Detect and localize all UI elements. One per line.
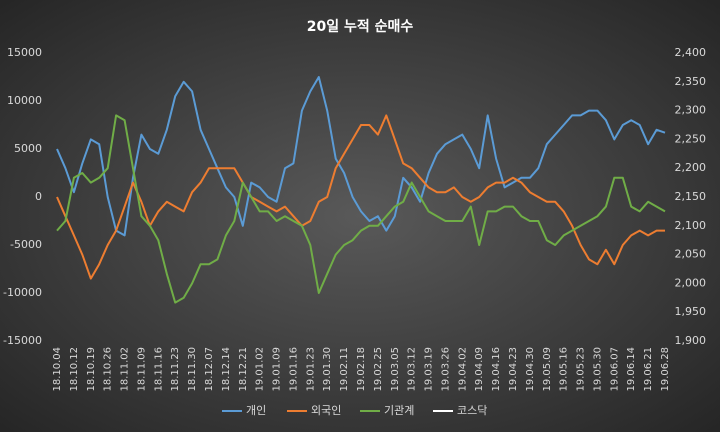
y2-tick-label: 2,250 [675,132,707,145]
y-tick-label: 15000 [7,46,42,59]
x-tick-label: 18.12.07 [204,347,215,392]
x-tick-label: 19.04.30 [525,347,536,392]
series-line [56,76,666,237]
y-tick-label: 0 [35,190,42,203]
x-tick-label: 18.10.26 [103,347,114,392]
y-tick-label: -5000 [10,238,42,251]
y-tick-label: 10000 [7,94,42,107]
x-tick-label: 18.12.21 [238,347,249,392]
legend-label: 개인 [246,404,266,417]
x-tick-label: 19.02.18 [356,347,367,392]
x-tick-label: 18.10.04 [52,347,63,392]
x-tick-label: 18.10.12 [69,347,80,392]
y2-tick-label: 2,050 [675,248,707,261]
y2-tick-label: 1,900 [675,334,707,347]
x-tick-label: 19.05.23 [576,347,587,392]
x-tick-label: 19.06.07 [609,347,620,392]
legend-label: 외국인 [311,404,341,417]
x-tick-label: 19.03.19 [424,347,435,392]
y2-tick-label: 2,200 [675,161,707,174]
y2-tick-label: 1,950 [675,305,707,318]
legend-label: 기관계 [384,404,414,417]
x-tick-label: 19.03.12 [407,347,418,392]
x-tick-label: 19.05.16 [559,347,570,392]
x-tick-label: 19.03.05 [390,347,401,392]
x-tick-label: 19.05.09 [542,347,553,392]
series-line [56,114,666,304]
x-tick-label: 19.06.14 [626,347,637,392]
x-tick-label: 18.11.02 [120,347,131,392]
x-tick-label: 18.11.09 [136,347,147,392]
y2-tick-label: 2,150 [675,190,707,203]
y2-tick-label: 2,400 [675,46,707,59]
x-tick-label: 18.12.14 [221,347,232,392]
y-tick-label: -15000 [3,334,42,347]
y2-tick-label: 2,300 [675,104,707,117]
legend-label: 코스닥 [457,404,487,417]
x-tick-label: 18.10.19 [86,347,97,392]
x-tick-label: 19.01.02 [255,347,266,392]
x-tick-label: 19.02.25 [373,347,384,392]
y2-tick-label: 2,350 [675,75,707,88]
x-tick-label: 18.11.16 [153,347,164,392]
x-tick-label: 18.11.30 [187,347,198,392]
x-tick-label: 19.04.02 [457,347,468,392]
x-tick-label: 19.04.16 [491,347,502,392]
x-tick-label: 19.01.16 [288,347,299,392]
x-tick-label: 18.11.23 [170,347,181,392]
series-line [56,114,665,280]
y2-tick-label: 2,000 [675,276,707,289]
x-tick-label: 19.03.26 [440,347,451,392]
x-tick-label: 19.04.23 [508,347,519,392]
x-tick-label: 19.01.09 [272,347,283,392]
y-tick-label: -10000 [3,286,42,299]
x-tick-label: 19.06.21 [643,347,654,392]
x-tick-label: 19.05.30 [592,347,603,392]
x-tick-label: 19.01.23 [305,347,316,392]
x-tick-label: 19.02.11 [339,347,350,392]
y2-tick-label: 2,100 [675,219,707,232]
x-tick-label: 19.01.30 [322,347,333,392]
x-tick-label: 19.06.28 [660,347,671,392]
x-tick-label: 19.04.09 [474,347,485,392]
chart-title: 20일 누적 순매수 [307,18,414,35]
y-tick-label: 5000 [14,142,42,155]
